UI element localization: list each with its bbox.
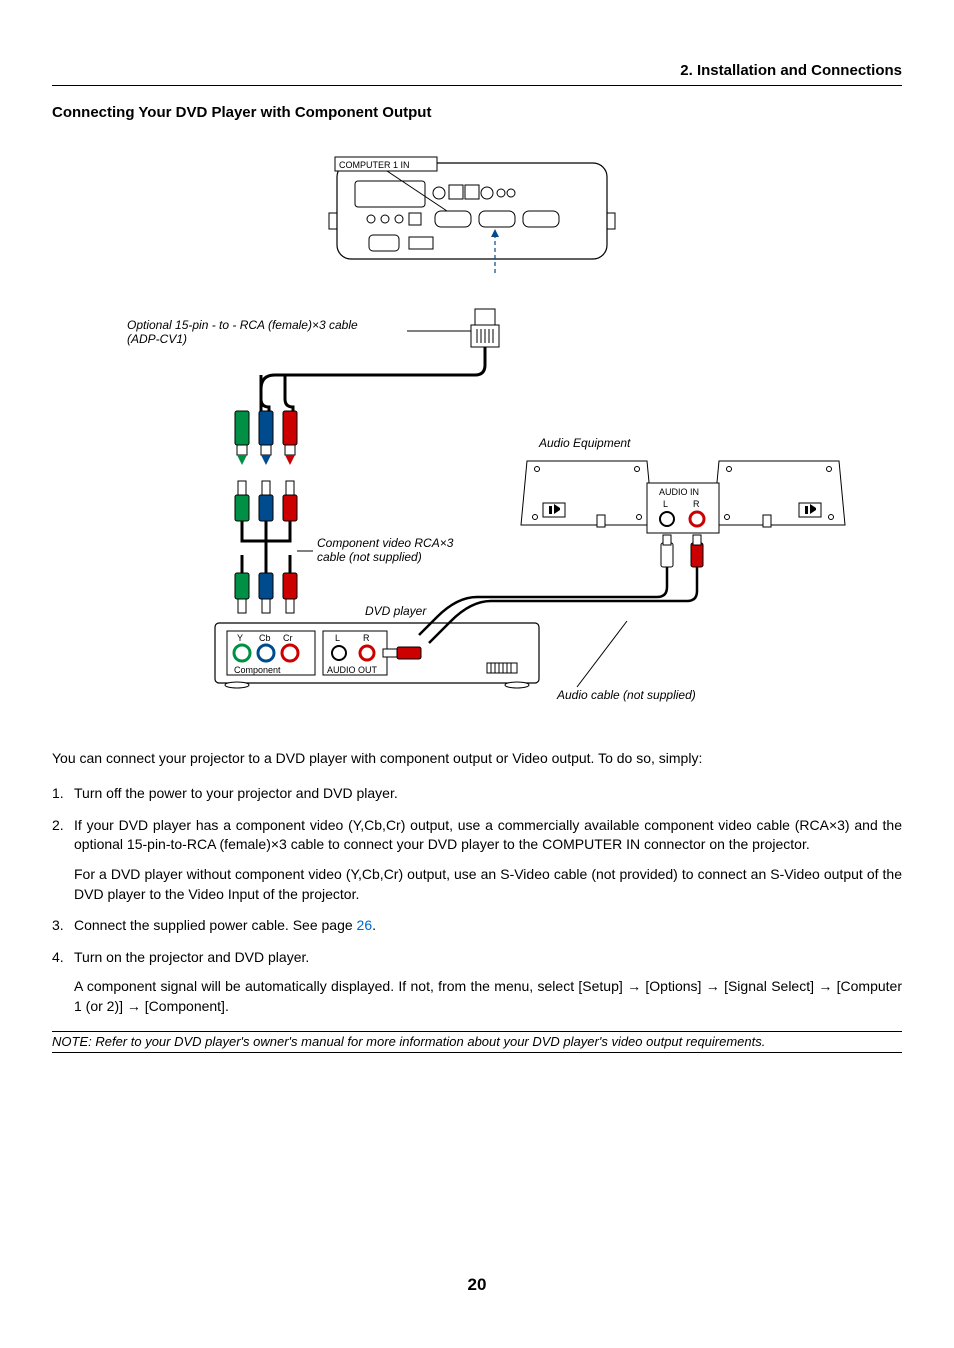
step-3-text: Connect the supplied power cable. See pa… — [74, 917, 357, 933]
intro-text: You can connect your projector to a DVD … — [52, 750, 702, 766]
page-number-text: 20 — [468, 1275, 487, 1294]
audio-equipment-label: Audio Equipment — [538, 436, 631, 450]
adapter-label-1: Optional 15-pin - to - RCA (female)×3 ca… — [127, 318, 358, 332]
projector-icon: COMPUTER 1 IN — [329, 157, 615, 273]
subsection-title-text: Connecting Your DVD Player with Componen… — [52, 104, 431, 121]
note-text: NOTE: Refer to your DVD player's owner's… — [52, 1034, 765, 1049]
audio-in-label: AUDIO IN — [659, 487, 699, 497]
audio-in-R: R — [693, 499, 700, 509]
y-label: Y — [237, 633, 243, 643]
step-1-text: Turn off the power to your projector and… — [74, 785, 398, 801]
component-cable-icon: Component video RCA×3 cable (not supplie… — [235, 481, 454, 613]
steps-list: Turn off the power to your projector and… — [52, 784, 902, 1016]
page-link-26[interactable]: 26 — [357, 917, 373, 933]
step-1: Turn off the power to your projector and… — [52, 784, 902, 804]
component-cable-label-1: Component video RCA×3 — [317, 536, 454, 550]
component-box-label: Component — [234, 665, 281, 675]
section-header: 2. Installation and Connections — [52, 60, 902, 86]
step-2: If your DVD player has a component video… — [52, 816, 902, 904]
cb-label: Cb — [259, 633, 271, 643]
step-4-extra: A component signal will be automatically… — [74, 977, 902, 1016]
audio-cable-label: Audio cable (not supplied) — [556, 688, 696, 702]
section-title-text: 2. Installation and Connections — [680, 62, 902, 79]
audio-out-label: AUDIO OUT — [327, 665, 378, 675]
computer1in-label: COMPUTER 1 IN — [339, 160, 410, 170]
page-number: 20 — [52, 1273, 902, 1297]
adapter-cable-icon: Optional 15-pin - to - RCA (female)×3 ca… — [127, 309, 499, 465]
diagram-svg: COMPUTER 1 IN Optional 15-pin - to - RCA… — [87, 143, 867, 713]
note-box: NOTE: Refer to your DVD player's owner's… — [52, 1031, 902, 1053]
step-2-extra: For a DVD player without component video… — [74, 865, 902, 904]
component-cable-label-2: cable (not supplied) — [317, 550, 422, 564]
audio-equipment-icon: Audio Equipment AUDIO IN L R — [521, 436, 845, 533]
step-3: Connect the supplied power cable. See pa… — [52, 916, 902, 936]
step-4: Turn on the projector and DVD player. A … — [52, 948, 902, 1017]
subsection-title: Connecting Your DVD Player with Componen… — [52, 102, 902, 123]
adapter-label-2: (ADP-CV1) — [127, 332, 187, 346]
cr-label: Cr — [283, 633, 293, 643]
dvd-R: R — [363, 633, 370, 643]
intro-paragraph: You can connect your projector to a DVD … — [52, 749, 902, 769]
dvd-player-label: DVD player — [365, 604, 427, 618]
audio-in-L: L — [663, 499, 668, 509]
step-2-text: If your DVD player has a component video… — [74, 817, 902, 853]
step-3-tail: . — [372, 917, 376, 933]
dvd-player-icon: DVD player Y Cb Cr Component L R AUDIO O… — [215, 604, 539, 688]
step-4-text: Turn on the projector and DVD player. — [74, 949, 309, 965]
dvd-L: L — [335, 633, 340, 643]
connection-diagram: COMPUTER 1 IN Optional 15-pin - to - RCA… — [52, 143, 902, 719]
